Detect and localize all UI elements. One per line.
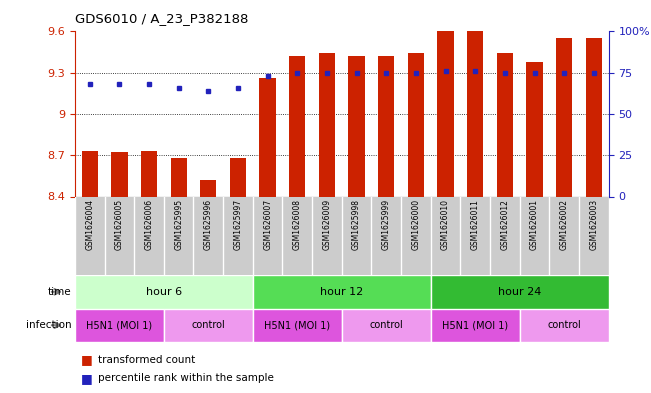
- Bar: [408, 53, 424, 196]
- Text: ■: ■: [81, 371, 93, 385]
- Bar: [253, 275, 431, 309]
- Text: percentile rank within the sample: percentile rank within the sample: [98, 373, 273, 383]
- Text: transformed count: transformed count: [98, 354, 195, 365]
- Bar: [111, 152, 128, 196]
- Bar: [260, 78, 276, 196]
- Text: hour 6: hour 6: [146, 287, 182, 297]
- Text: GSM1626006: GSM1626006: [145, 199, 154, 250]
- Bar: [81, 151, 98, 196]
- Text: GSM1625998: GSM1625998: [352, 199, 361, 250]
- Text: GSM1626011: GSM1626011: [471, 199, 480, 250]
- Text: GSM1625999: GSM1625999: [381, 199, 391, 250]
- Bar: [200, 180, 217, 196]
- Text: ■: ■: [81, 353, 93, 366]
- Text: infection: infection: [26, 320, 72, 330]
- Text: GSM1626007: GSM1626007: [263, 199, 272, 250]
- Text: GSM1626005: GSM1626005: [115, 199, 124, 250]
- Bar: [75, 275, 253, 309]
- Text: GSM1626004: GSM1626004: [85, 199, 94, 250]
- Bar: [164, 309, 253, 342]
- Text: time: time: [48, 287, 72, 297]
- Text: GSM1625997: GSM1625997: [234, 199, 242, 250]
- Bar: [431, 309, 519, 342]
- Bar: [527, 62, 543, 196]
- Text: GSM1626012: GSM1626012: [501, 199, 509, 250]
- Text: GDS6010 / A_23_P382188: GDS6010 / A_23_P382188: [75, 12, 248, 25]
- Text: GSM1626001: GSM1626001: [530, 199, 539, 250]
- Text: control: control: [369, 320, 403, 330]
- Bar: [75, 309, 164, 342]
- Text: H5N1 (MOI 1): H5N1 (MOI 1): [442, 320, 508, 330]
- Bar: [342, 309, 431, 342]
- Text: control: control: [547, 320, 581, 330]
- Bar: [556, 38, 572, 197]
- Bar: [171, 158, 187, 196]
- Bar: [467, 31, 484, 196]
- Text: hour 24: hour 24: [498, 287, 542, 297]
- Bar: [230, 158, 246, 196]
- Bar: [253, 309, 342, 342]
- Text: GSM1626009: GSM1626009: [322, 199, 331, 250]
- Text: GSM1625995: GSM1625995: [174, 199, 183, 250]
- Bar: [431, 275, 609, 309]
- Text: GSM1626010: GSM1626010: [441, 199, 450, 250]
- Bar: [289, 56, 305, 196]
- Text: GSM1626002: GSM1626002: [560, 199, 569, 250]
- Bar: [348, 56, 365, 196]
- Text: GSM1625996: GSM1625996: [204, 199, 213, 250]
- Bar: [141, 151, 157, 196]
- Bar: [586, 38, 602, 197]
- Text: H5N1 (MOI 1): H5N1 (MOI 1): [264, 320, 330, 330]
- Bar: [319, 53, 335, 196]
- Text: H5N1 (MOI 1): H5N1 (MOI 1): [87, 320, 152, 330]
- Text: control: control: [191, 320, 225, 330]
- Text: GSM1626008: GSM1626008: [293, 199, 302, 250]
- Bar: [519, 309, 609, 342]
- Text: GSM1626000: GSM1626000: [411, 199, 421, 250]
- Text: hour 12: hour 12: [320, 287, 363, 297]
- Bar: [437, 31, 454, 196]
- Text: GSM1626003: GSM1626003: [589, 199, 598, 250]
- Bar: [378, 56, 395, 196]
- Bar: [497, 53, 513, 196]
